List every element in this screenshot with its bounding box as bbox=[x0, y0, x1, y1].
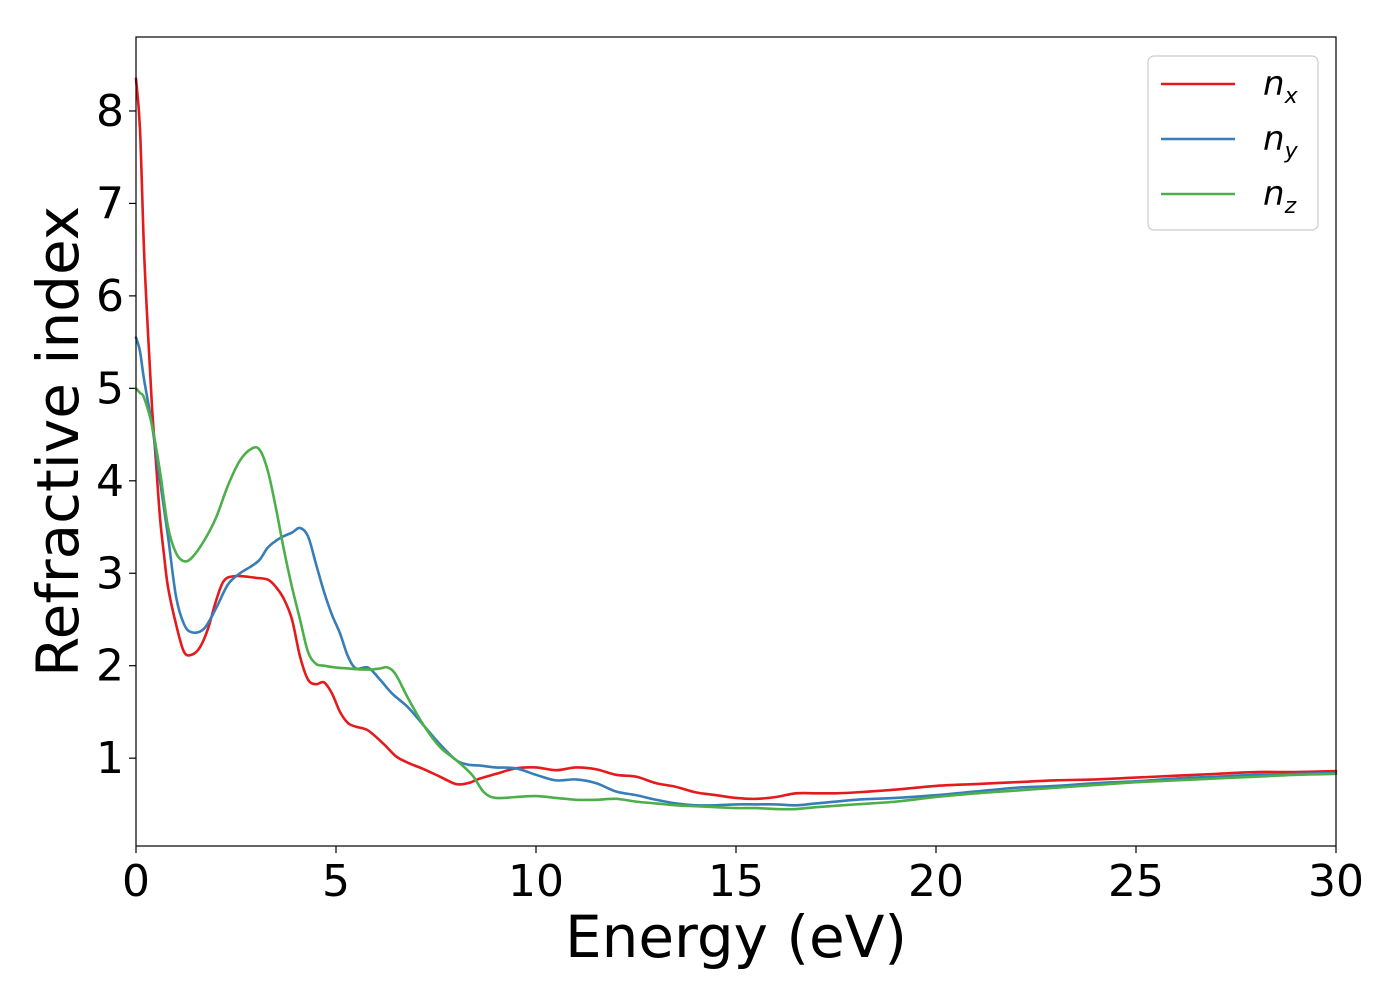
y-axis-ticks: 1 2 3 4 5 6 7 8 bbox=[96, 86, 136, 784]
legend-label-main: n bbox=[1263, 64, 1285, 104]
y-tick-label: 8 bbox=[96, 86, 124, 137]
x-axis-title: Energy (eV) bbox=[565, 903, 907, 971]
legend-label-subscript: x bbox=[1284, 84, 1299, 109]
series-line-ny bbox=[134, 336, 1338, 807]
series-lines bbox=[134, 77, 1338, 811]
legend-label-subscript: z bbox=[1284, 194, 1297, 219]
legend-label-ny: ny bbox=[1263, 119, 1299, 164]
x-tick-label: 20 bbox=[908, 856, 964, 907]
legend-box bbox=[1147, 55, 1319, 231]
legend-label-main: n bbox=[1263, 174, 1285, 214]
y-tick-label: 1 bbox=[96, 733, 124, 784]
legend-label-main: n bbox=[1263, 119, 1285, 159]
legend-label-nx: nx bbox=[1263, 64, 1299, 109]
series-line-nx bbox=[134, 77, 1338, 801]
x-tick-label: 5 bbox=[322, 856, 350, 907]
y-tick-label: 7 bbox=[96, 178, 124, 229]
x-tick-label: 10 bbox=[508, 856, 564, 907]
plot-area-frame bbox=[135, 36, 1337, 847]
series-line-nz bbox=[134, 387, 1338, 811]
x-tick-label: 30 bbox=[1308, 856, 1364, 907]
y-axis-title: Refractive index bbox=[24, 206, 92, 677]
y-tick-label: 3 bbox=[96, 548, 124, 599]
x-tick-label: 25 bbox=[1108, 856, 1164, 907]
legend-label-nz: nz bbox=[1263, 174, 1297, 219]
x-axis-ticks: 0 5 10 15 20 25 30 bbox=[122, 846, 1364, 907]
y-tick-label: 6 bbox=[96, 271, 124, 322]
x-tick-label: 0 bbox=[122, 856, 150, 907]
y-tick-label: 2 bbox=[96, 641, 124, 692]
legend-label-subscript: y bbox=[1284, 139, 1299, 164]
x-tick-label: 15 bbox=[708, 856, 764, 907]
y-tick-label: 4 bbox=[96, 456, 124, 507]
y-tick-label: 5 bbox=[96, 363, 124, 414]
